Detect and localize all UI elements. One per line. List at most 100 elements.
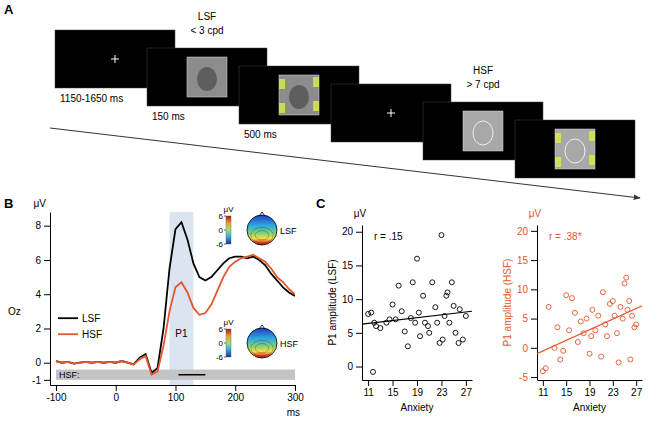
scatter-point bbox=[418, 334, 423, 339]
scatter-point bbox=[378, 326, 383, 331]
tick-mark bbox=[235, 385, 236, 391]
axis-title: P1 amplitude (LSF) bbox=[327, 259, 338, 345]
axis-title: ms bbox=[287, 407, 300, 418]
tick-mark bbox=[613, 380, 614, 386]
axis: 1115192327 bbox=[538, 380, 643, 398]
scatter-point bbox=[627, 299, 632, 304]
panel-label: B bbox=[4, 196, 13, 211]
scatter-point bbox=[453, 330, 458, 335]
colorbar-title: μV bbox=[224, 318, 235, 327]
condition-label: HSF bbox=[473, 65, 493, 76]
scatter-point bbox=[445, 290, 450, 295]
scatter-point bbox=[444, 293, 449, 298]
legend-swatch bbox=[58, 317, 78, 319]
condition-filter: > 7 cpd bbox=[466, 79, 499, 90]
tick-mark bbox=[531, 319, 537, 320]
tick: 100 bbox=[168, 385, 185, 403]
duration-label: 150 ms bbox=[152, 111, 185, 122]
tick-label: 27 bbox=[631, 387, 643, 398]
response-mark bbox=[555, 133, 561, 143]
tick-label: -5 bbox=[519, 372, 528, 383]
tick-label: 300 bbox=[287, 392, 304, 403]
tick-label: 0 bbox=[35, 357, 41, 368]
tick-mark bbox=[356, 299, 362, 300]
tick: 27 bbox=[461, 380, 473, 398]
tick: 20 bbox=[342, 226, 362, 237]
tick-mark bbox=[356, 333, 362, 334]
scatter-point bbox=[630, 313, 635, 318]
tick-label: 2 bbox=[35, 323, 41, 334]
scatter-point bbox=[451, 303, 456, 308]
colorbar-title: μV bbox=[224, 205, 235, 214]
tick-mark bbox=[175, 385, 176, 391]
scatter-point bbox=[616, 360, 621, 365]
tick-label: 23 bbox=[436, 387, 448, 398]
colorbar-tick bbox=[224, 216, 226, 217]
significance-label: HSF: bbox=[59, 370, 80, 380]
tick: -100 bbox=[46, 385, 66, 403]
scatter-point bbox=[600, 290, 605, 295]
tick: 4 bbox=[35, 289, 50, 300]
scatter-point bbox=[393, 317, 398, 322]
scatter-point bbox=[561, 348, 566, 353]
axis-line bbox=[50, 213, 51, 386]
tick: 2 bbox=[35, 323, 50, 334]
tick-label: 0 bbox=[113, 392, 119, 403]
scatter-point bbox=[596, 313, 601, 318]
tick-mark bbox=[44, 226, 50, 227]
tick-mark bbox=[44, 260, 50, 261]
stimulus-image bbox=[555, 129, 595, 169]
response-mark bbox=[555, 157, 561, 167]
scatter-point bbox=[408, 316, 413, 321]
scatter-point bbox=[427, 330, 432, 335]
tick-label: 5 bbox=[347, 328, 353, 339]
scatter-point bbox=[410, 280, 415, 285]
tick: 15 bbox=[561, 380, 573, 398]
scatter-point bbox=[399, 309, 404, 314]
tick-mark bbox=[566, 380, 567, 386]
tick-label: 11 bbox=[538, 387, 549, 398]
tick: 11 bbox=[363, 380, 374, 398]
tick: 8 bbox=[35, 220, 50, 231]
tick: 15 bbox=[517, 255, 537, 266]
axis-line bbox=[362, 226, 363, 381]
axis: -1 0 2 4 6 8 bbox=[32, 213, 50, 386]
tick-label: 15 bbox=[517, 255, 529, 266]
stimulus-object bbox=[565, 139, 585, 163]
scatter-point bbox=[584, 316, 589, 321]
tick: 0 bbox=[35, 357, 50, 368]
tick: -5 bbox=[519, 372, 537, 383]
scatter-point bbox=[463, 313, 468, 318]
scatter-point bbox=[605, 334, 610, 339]
condition-filter: < 3 cpd bbox=[190, 25, 223, 36]
scatter-point bbox=[589, 334, 594, 339]
scatter-point bbox=[610, 299, 615, 304]
scatter-point bbox=[460, 337, 465, 342]
scatter-point bbox=[430, 280, 435, 285]
tick-label: 20 bbox=[517, 226, 529, 237]
response-mark bbox=[279, 79, 285, 89]
tick: 5 bbox=[347, 328, 362, 339]
colorbar-tick bbox=[224, 357, 226, 358]
tick: 6 bbox=[35, 255, 50, 266]
tick-mark bbox=[56, 385, 57, 391]
scatter-point bbox=[426, 324, 431, 329]
scatter-point bbox=[570, 296, 575, 301]
legend-label: LSF bbox=[82, 313, 100, 324]
scatter-point bbox=[593, 328, 598, 333]
fit-line bbox=[362, 311, 472, 324]
tick: 23 bbox=[436, 380, 448, 398]
scatter-point bbox=[564, 293, 569, 298]
tick-mark bbox=[356, 232, 362, 233]
scatter-point bbox=[567, 328, 572, 333]
tick-mark bbox=[531, 260, 537, 261]
scatter-point bbox=[439, 233, 444, 238]
scatter-point bbox=[634, 322, 639, 327]
tick-label: -1 bbox=[32, 375, 41, 386]
stimulus-image bbox=[279, 75, 319, 115]
axis: 1115192327 bbox=[363, 380, 473, 398]
axis: 05101520 bbox=[342, 226, 363, 381]
scatter-point bbox=[543, 366, 548, 371]
colorbar-tick-label: -6 bbox=[216, 240, 224, 249]
scatter-point bbox=[590, 307, 595, 312]
